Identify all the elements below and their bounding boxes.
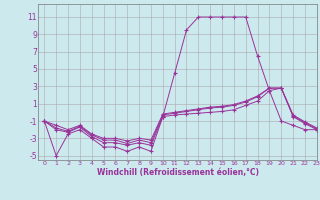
X-axis label: Windchill (Refroidissement éolien,°C): Windchill (Refroidissement éolien,°C)	[97, 168, 259, 177]
